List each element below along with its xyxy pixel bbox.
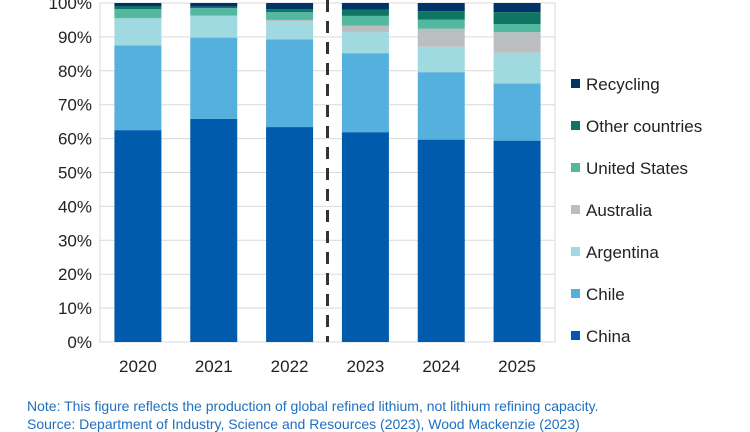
y-tick-label: 60%	[58, 130, 92, 149]
bar-segment-united-states	[266, 12, 314, 20]
bar-segment-australia	[266, 19, 314, 21]
bar-segment-australia	[341, 25, 389, 33]
bar-segment-china	[341, 132, 389, 342]
bar-segment-other-countries	[114, 6, 162, 10]
legend-label: Other countries	[586, 117, 702, 136]
bar-segment-argentina	[114, 18, 162, 46]
legend-swatch	[571, 205, 580, 214]
bar-segment-chile	[341, 53, 389, 133]
legend-swatch	[571, 121, 580, 130]
legend-label: Argentina	[586, 243, 659, 262]
chart-note: Note: This figure reflects the productio…	[27, 398, 599, 414]
bar-segment-china	[190, 118, 238, 342]
y-tick-label: 70%	[58, 96, 92, 115]
bar-segment-china	[266, 127, 314, 342]
legend-label: Recycling	[586, 75, 660, 94]
bar-segment-chile	[190, 37, 238, 119]
bar-segment-other-countries	[417, 11, 465, 20]
bar-segment-argentina	[190, 15, 238, 38]
bar-segment-other-countries	[493, 12, 541, 25]
y-tick-label: 40%	[58, 197, 92, 216]
bar-segment-recycling	[417, 3, 465, 12]
y-tick-label: 20%	[58, 265, 92, 284]
bar-segment-recycling	[190, 3, 238, 7]
bar-segment-argentina	[493, 52, 541, 84]
bar-segment-australia	[417, 28, 465, 47]
bar-segment-argentina	[341, 32, 389, 54]
bar-segment-recycling	[341, 3, 389, 10]
x-tick-label: 2022	[271, 357, 309, 376]
bar-segment-chile	[114, 45, 162, 131]
y-tick-label: 90%	[58, 28, 92, 47]
legend-label: China	[586, 327, 631, 346]
bar-segment-united-states	[114, 9, 162, 19]
x-tick-label: 2021	[195, 357, 233, 376]
bar-segment-argentina	[266, 20, 314, 40]
bar-segment-united-states	[190, 8, 238, 16]
y-tick-label: 10%	[58, 299, 92, 318]
bar-segment-other-countries	[190, 6, 238, 9]
bar-segment-recycling	[493, 3, 541, 13]
x-tick-label: 2025	[498, 357, 536, 376]
legend-swatch	[571, 331, 580, 340]
bar-segment-chile	[266, 39, 314, 128]
bar-segment-chile	[493, 83, 541, 141]
y-tick-label: 0%	[67, 333, 92, 352]
legend-swatch	[571, 79, 580, 88]
y-tick-label: 100%	[49, 0, 92, 13]
legend-swatch	[571, 163, 580, 172]
bar-segment-australia	[493, 32, 541, 53]
bar-segment-china	[114, 130, 162, 342]
legend-swatch	[571, 289, 580, 298]
bar-segment-united-states	[493, 24, 541, 33]
x-tick-label: 2024	[422, 357, 460, 376]
bar-segment-united-states	[341, 15, 389, 26]
bar-segment-argentina	[417, 46, 465, 73]
legend-label: United States	[586, 159, 688, 178]
bar-segment-chile	[417, 72, 465, 140]
bar-segment-china	[417, 139, 465, 342]
y-tick-label: 30%	[58, 231, 92, 250]
bar-segment-china	[493, 140, 541, 342]
legend-label: Australia	[586, 201, 653, 220]
bar-segment-united-states	[417, 19, 465, 29]
y-tick-label: 80%	[58, 62, 92, 81]
legend-label: Chile	[586, 285, 625, 304]
x-tick-label: 2020	[119, 357, 157, 376]
bar-segment-other-countries	[266, 9, 314, 13]
y-tick-label: 50%	[58, 164, 92, 183]
bar-segment-other-countries	[341, 9, 389, 16]
chart-source: Source: Department of Industry, Science …	[27, 416, 580, 432]
legend-swatch	[571, 247, 580, 256]
bar-segment-recycling	[114, 3, 162, 7]
x-tick-label: 2023	[347, 357, 385, 376]
bar-segment-recycling	[266, 3, 314, 10]
